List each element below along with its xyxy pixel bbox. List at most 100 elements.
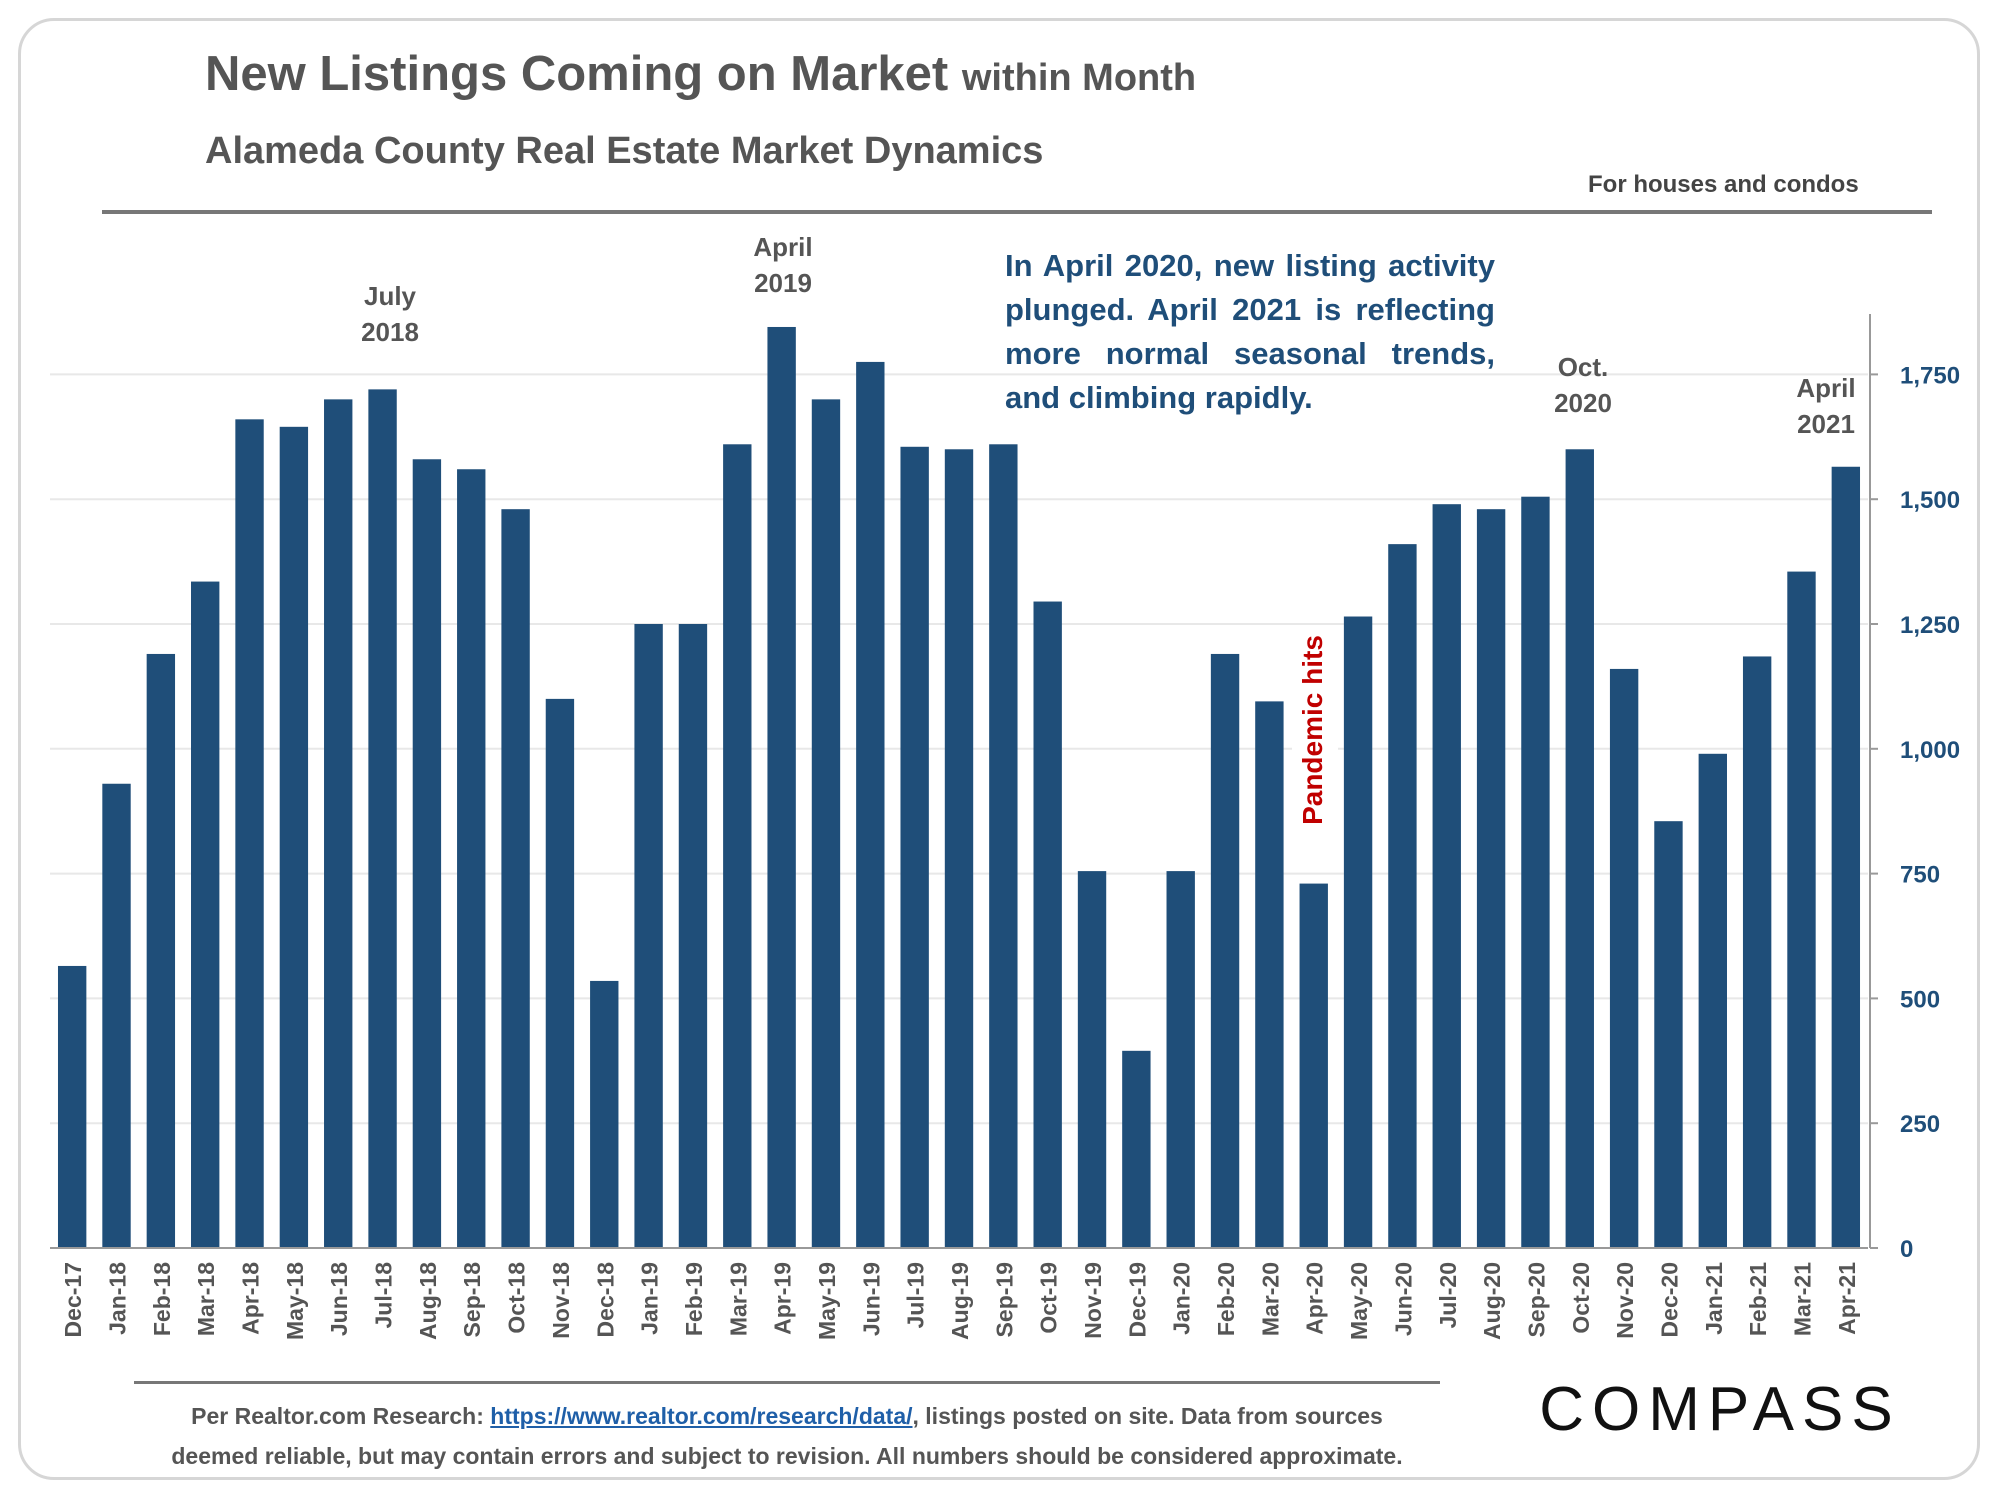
bar-aug-18 — [412, 459, 442, 1248]
bar-jul-20 — [1432, 504, 1461, 1248]
bar-jul-19 — [900, 446, 929, 1248]
callout-july-2018-year: 2018 — [361, 317, 419, 347]
x-tick-label: Sep-20 — [1523, 1262, 1549, 1337]
x-tick-label: Jan-21 — [1701, 1262, 1727, 1335]
footer-prefix: Per Realtor.com Research: — [191, 1403, 484, 1429]
x-tick-label: Aug-18 — [415, 1262, 441, 1340]
x-tick-label: Jun-18 — [326, 1262, 352, 1336]
x-tick-label: Jan-20 — [1169, 1262, 1195, 1335]
x-tick-label: Dec-17 — [60, 1262, 86, 1337]
x-tick-label: Feb-21 — [1745, 1262, 1771, 1336]
bar-mar-20 — [1255, 701, 1284, 1248]
footer-divider — [134, 1381, 1440, 1384]
bar-oct-19 — [1033, 601, 1062, 1248]
bar-jan-20 — [1166, 871, 1195, 1248]
annotation-text: In April 2020, new listing activity plun… — [1005, 248, 1495, 415]
x-tick-label: Jul-19 — [903, 1262, 929, 1328]
bar-apr-21 — [1831, 466, 1861, 1248]
x-tick-label: Jul-18 — [371, 1262, 397, 1329]
callout-april-2019-year: 2019 — [754, 268, 812, 298]
y-tick-label: 750 — [1900, 862, 1940, 889]
y-tick-label: 1,500 — [1900, 487, 1960, 514]
bars — [57, 326, 1861, 1249]
bar-jun-20 — [1388, 544, 1417, 1248]
bar-oct-18 — [501, 509, 530, 1249]
callout-april-2019-month: April — [753, 232, 812, 262]
x-tick-label: Jun-19 — [858, 1262, 884, 1336]
bar-sep-20 — [1521, 496, 1550, 1249]
header-divider — [102, 210, 1932, 214]
x-tick-label: Mar-20 — [1257, 1262, 1283, 1336]
x-tick-label: May-20 — [1346, 1262, 1372, 1340]
bar-mar-18 — [191, 581, 220, 1248]
bar-sep-18 — [457, 469, 486, 1248]
x-tick-label: Feb-19 — [681, 1262, 707, 1336]
bar-jun-19 — [856, 361, 885, 1248]
pandemic-label-backdrop — [1292, 628, 1338, 828]
property-type-note: For houses and condos — [1588, 171, 1859, 198]
x-tick-label: Apr-19 — [770, 1262, 796, 1335]
x-tick-label: Jan-19 — [637, 1262, 663, 1335]
x-tick-label: Jun-20 — [1390, 1262, 1416, 1336]
bar-dec-19 — [1122, 1050, 1151, 1248]
footer-line-1-rest: , listings posted on site. Data from sou… — [912, 1403, 1383, 1429]
x-tick-label: Nov-20 — [1612, 1262, 1638, 1339]
x-tick-label: Mar-21 — [1789, 1262, 1815, 1336]
bar-jul-18 — [368, 389, 397, 1249]
bar-dec-20 — [1654, 821, 1683, 1248]
y-tick-label: 1,250 — [1900, 612, 1960, 639]
bar-nov-18 — [545, 698, 575, 1248]
bar-jun-18 — [324, 399, 353, 1248]
bar-mar-21 — [1787, 571, 1816, 1248]
chart-title: New Listings Coming on Market within Mon… — [205, 46, 1196, 102]
bar-may-20 — [1343, 616, 1373, 1248]
y-tick-label: 1,750 — [1900, 362, 1960, 389]
footer-line-2: deemed reliable, but may contain errors … — [171, 1443, 1403, 1469]
x-tick-label: Apr-21 — [1834, 1262, 1860, 1335]
x-tick-label: Nov-19 — [1080, 1262, 1106, 1339]
bar-nov-20 — [1609, 668, 1639, 1248]
source-footer: Per Realtor.com Research: https://www.re… — [134, 1396, 1440, 1476]
bar-dec-17 — [57, 965, 87, 1248]
x-tick-label: Sep-19 — [991, 1262, 1017, 1337]
x-tick-label: Jan-18 — [105, 1262, 131, 1335]
y-tick-label: 250 — [1900, 1111, 1940, 1138]
bar-apr-20 — [1299, 883, 1328, 1248]
bar-apr-19 — [767, 326, 796, 1248]
source-link[interactable]: https://www.realtor.com/research/data/ — [490, 1403, 913, 1429]
x-tick-label: Nov-18 — [548, 1262, 574, 1339]
bar-apr-18 — [235, 419, 264, 1248]
bar-nov-19 — [1077, 871, 1107, 1248]
compass-logo-text: COMPASS — [1539, 1375, 1900, 1442]
x-tick-label: Dec-20 — [1656, 1262, 1682, 1337]
x-tick-label: Jul-20 — [1435, 1262, 1461, 1328]
x-tick-label: Oct-20 — [1568, 1262, 1594, 1334]
x-tick-label: Apr-20 — [1302, 1262, 1328, 1335]
chart-title-suffix: within Month — [961, 57, 1197, 99]
x-tick-label: Oct-18 — [504, 1262, 530, 1334]
x-tick-label: Aug-20 — [1479, 1262, 1505, 1340]
bar-jan-21 — [1698, 753, 1727, 1248]
y-tick-label: 1,000 — [1900, 737, 1960, 764]
bar-may-19 — [811, 399, 841, 1248]
y-tick-label: 0 — [1900, 1236, 1913, 1263]
callout-april-2021-month: April — [1796, 373, 1855, 403]
bar-feb-21 — [1742, 656, 1772, 1248]
bar-mar-19 — [723, 444, 752, 1249]
pandemic-hits-label: Pandemic hits — [1297, 635, 1328, 825]
x-tick-label: Dec-19 — [1124, 1262, 1150, 1337]
x-tick-label: Aug-19 — [947, 1262, 973, 1340]
x-tick-label: May-19 — [814, 1262, 840, 1340]
bar-oct-20 — [1565, 449, 1594, 1248]
bar-feb-18 — [146, 653, 176, 1248]
x-tick-label: May-18 — [282, 1262, 308, 1340]
x-tick-label: Sep-18 — [459, 1262, 485, 1338]
x-tick-label: Apr-18 — [238, 1262, 264, 1335]
bar-aug-20 — [1476, 509, 1506, 1249]
callout-oct-2020-month: Oct. — [1558, 352, 1609, 382]
bar-may-18 — [279, 426, 309, 1248]
chart-title-main: New Listings Coming on Market — [205, 47, 949, 101]
bar-feb-20 — [1210, 653, 1240, 1248]
bar-jan-18 — [102, 783, 131, 1248]
